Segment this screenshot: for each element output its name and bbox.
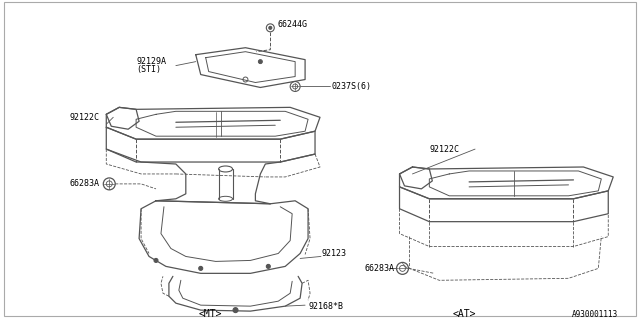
Circle shape — [233, 308, 238, 313]
Text: 0237S(6): 0237S(6) — [332, 82, 372, 91]
Circle shape — [266, 264, 270, 268]
Text: 92122C: 92122C — [429, 145, 460, 154]
Text: 92122C: 92122C — [70, 113, 99, 122]
Text: <AT>: <AT> — [452, 309, 476, 319]
Text: 66283A: 66283A — [70, 180, 99, 188]
Circle shape — [269, 26, 272, 29]
Text: 66244G: 66244G — [277, 20, 307, 29]
Text: 92123: 92123 — [322, 249, 347, 258]
Text: 92168*B: 92168*B — [308, 302, 343, 311]
Circle shape — [154, 259, 158, 262]
Circle shape — [199, 266, 203, 270]
Circle shape — [259, 60, 262, 64]
Text: 66283A: 66283A — [365, 264, 394, 273]
Text: 92129A: 92129A — [136, 57, 166, 66]
Text: (STI): (STI) — [136, 65, 161, 74]
Text: A930001113: A930001113 — [572, 310, 618, 319]
Text: <MT>: <MT> — [199, 309, 223, 319]
